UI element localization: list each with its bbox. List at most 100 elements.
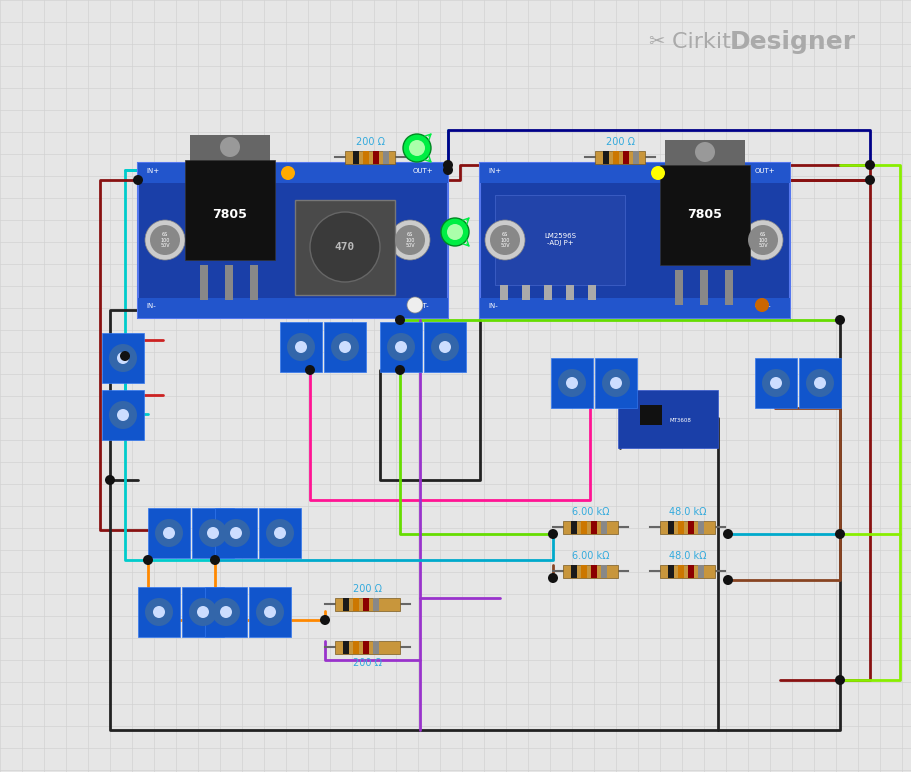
Circle shape (835, 529, 845, 539)
Bar (522, 285, 530, 300)
Bar (424, 322, 466, 372)
Circle shape (395, 315, 405, 325)
Circle shape (210, 555, 220, 565)
Circle shape (395, 341, 407, 353)
Bar (138, 163, 448, 318)
Circle shape (310, 212, 380, 282)
Bar (373, 151, 379, 164)
Bar (280, 322, 322, 372)
Circle shape (865, 175, 875, 185)
Bar (668, 565, 674, 578)
Circle shape (743, 220, 783, 260)
Circle shape (865, 160, 875, 170)
Circle shape (281, 166, 295, 180)
Circle shape (409, 140, 425, 156)
Bar (500, 285, 508, 300)
Bar (249, 587, 291, 637)
Circle shape (145, 598, 173, 626)
Text: OUT-: OUT- (413, 303, 430, 309)
Circle shape (305, 365, 315, 375)
Bar (581, 565, 587, 578)
Bar (544, 285, 552, 300)
Bar (148, 508, 190, 558)
Bar (383, 151, 389, 164)
Circle shape (120, 351, 130, 361)
Circle shape (189, 598, 217, 626)
Bar (335, 641, 400, 654)
Bar (595, 358, 637, 408)
Circle shape (266, 519, 294, 547)
Bar (551, 358, 593, 408)
Bar (138, 163, 448, 183)
Circle shape (163, 527, 175, 539)
Text: IN-: IN- (488, 303, 497, 309)
Bar (192, 508, 234, 558)
Text: LM2596S
-ADJ P+: LM2596S -ADJ P+ (544, 233, 576, 246)
Text: 6.00 kΩ: 6.00 kΩ (572, 551, 609, 561)
Bar (185, 160, 275, 260)
Circle shape (566, 377, 578, 389)
Bar (675, 270, 683, 305)
Bar (563, 521, 618, 534)
Text: 7805: 7805 (212, 208, 248, 222)
Bar (688, 521, 694, 534)
Text: 6S
100
50V: 6S 100 50V (160, 232, 169, 249)
Circle shape (109, 401, 137, 429)
Circle shape (610, 377, 622, 389)
Circle shape (133, 175, 143, 185)
Circle shape (558, 369, 586, 397)
Bar (588, 285, 596, 300)
Bar (353, 598, 359, 611)
Circle shape (755, 298, 769, 312)
Text: 6S
100
50V: 6S 100 50V (758, 232, 768, 249)
Bar (603, 151, 609, 164)
Circle shape (220, 137, 240, 157)
Circle shape (447, 224, 463, 240)
Circle shape (651, 166, 665, 180)
Bar (678, 521, 684, 534)
Circle shape (748, 225, 778, 255)
Circle shape (443, 165, 453, 175)
Bar (563, 565, 618, 578)
Bar (623, 151, 629, 164)
Text: OUT+: OUT+ (755, 168, 775, 174)
Text: ✂: ✂ (648, 32, 664, 52)
Text: 200 Ω: 200 Ω (353, 584, 382, 594)
Circle shape (274, 527, 286, 539)
Bar (343, 641, 349, 654)
Circle shape (770, 377, 782, 389)
Bar (373, 641, 379, 654)
Circle shape (150, 225, 180, 255)
Circle shape (814, 377, 826, 389)
Circle shape (485, 220, 525, 260)
Bar (363, 598, 369, 611)
Bar (601, 565, 607, 578)
Circle shape (287, 333, 315, 361)
Circle shape (441, 218, 469, 246)
Bar (571, 565, 577, 578)
Bar (581, 521, 587, 534)
Bar (335, 598, 400, 611)
Circle shape (695, 142, 715, 162)
Circle shape (155, 519, 183, 547)
Text: 48.0 kΩ: 48.0 kΩ (669, 551, 706, 561)
Circle shape (105, 475, 115, 485)
Text: 6.00 kΩ: 6.00 kΩ (572, 507, 609, 517)
Text: 200 Ω: 200 Ω (353, 658, 382, 668)
Text: Cirkit: Cirkit (672, 32, 738, 52)
Bar (182, 587, 224, 637)
Circle shape (117, 352, 129, 364)
Circle shape (387, 333, 415, 361)
Text: OUT+: OUT+ (413, 168, 434, 174)
Bar (668, 521, 674, 534)
Circle shape (295, 341, 307, 353)
Bar (640, 405, 662, 425)
Circle shape (548, 573, 558, 583)
Circle shape (762, 369, 790, 397)
Bar (613, 151, 619, 164)
Bar (102, 333, 144, 383)
Circle shape (548, 529, 558, 539)
Bar (205, 587, 247, 637)
Circle shape (443, 160, 453, 170)
Bar (698, 521, 704, 534)
